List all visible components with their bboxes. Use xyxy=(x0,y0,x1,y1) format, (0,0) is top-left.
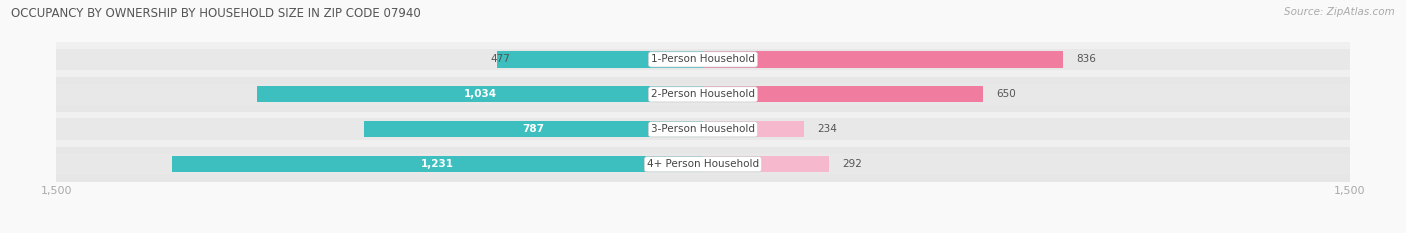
Bar xyxy=(56,49,703,70)
Text: 650: 650 xyxy=(997,89,1017,99)
Text: OCCUPANCY BY OWNERSHIP BY HOUSEHOLD SIZE IN ZIP CODE 07940: OCCUPANCY BY OWNERSHIP BY HOUSEHOLD SIZE… xyxy=(11,7,420,20)
Bar xyxy=(703,51,1063,68)
Bar xyxy=(703,86,983,103)
Text: Source: ZipAtlas.com: Source: ZipAtlas.com xyxy=(1284,7,1395,17)
Bar xyxy=(703,118,1350,140)
Bar xyxy=(703,121,804,137)
Bar xyxy=(703,49,1350,70)
Bar xyxy=(498,51,703,68)
Bar xyxy=(703,84,1350,105)
Bar xyxy=(364,121,703,137)
Text: 4+ Person Household: 4+ Person Household xyxy=(647,159,759,169)
Text: 2-Person Household: 2-Person Household xyxy=(651,89,755,99)
Bar xyxy=(56,147,1350,182)
Bar xyxy=(172,156,703,172)
Text: 234: 234 xyxy=(817,124,837,134)
Text: 1-Person Household: 1-Person Household xyxy=(651,55,755,64)
Text: 1,231: 1,231 xyxy=(422,159,454,169)
Text: 1,034: 1,034 xyxy=(464,89,496,99)
Bar xyxy=(56,118,703,140)
Text: 787: 787 xyxy=(523,124,544,134)
Text: 836: 836 xyxy=(1077,55,1097,64)
Bar xyxy=(56,77,1350,112)
Bar xyxy=(56,42,1350,77)
Bar xyxy=(56,84,703,105)
Bar xyxy=(703,154,1350,175)
Text: 292: 292 xyxy=(842,159,862,169)
Bar xyxy=(56,154,703,175)
Text: 477: 477 xyxy=(491,55,510,64)
Text: 3-Person Household: 3-Person Household xyxy=(651,124,755,134)
Bar xyxy=(703,156,830,172)
Bar xyxy=(56,112,1350,147)
Bar xyxy=(257,86,703,103)
